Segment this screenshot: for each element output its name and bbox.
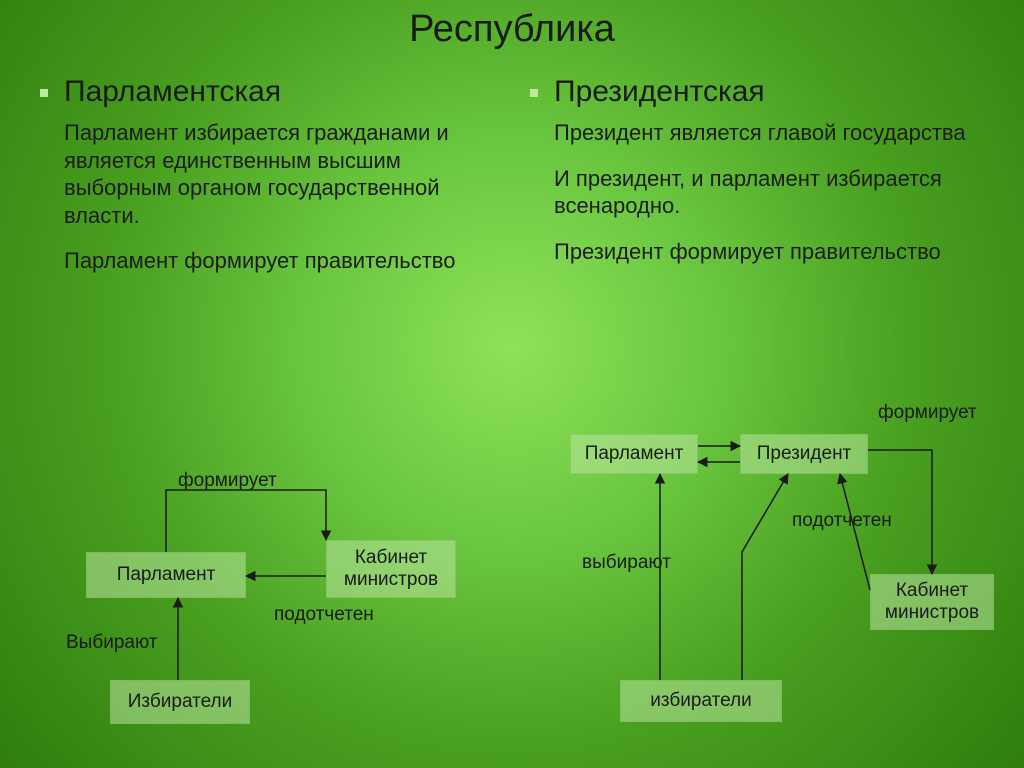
right-box-president: Президент (740, 434, 868, 474)
right-label-forms: формирует (878, 402, 977, 424)
left-label-forms: формирует (178, 470, 277, 492)
left-box-parliament: Парламент (86, 552, 246, 598)
right-box-parliament: Парламент (570, 434, 698, 474)
right-heading: Президентская (554, 75, 765, 109)
left-para-2: Парламент формирует правительство (64, 247, 500, 275)
left-column: Парламентская Парламент избирается гражд… (40, 75, 500, 293)
left-label-elect: Выбирают (66, 632, 158, 654)
right-para-2: И президент, и парламент избирается всен… (554, 165, 990, 220)
left-box-voters: Избиратели (110, 680, 250, 724)
right-label-elect: выбирают (582, 552, 671, 574)
left-label-accountable: подотчетен (274, 604, 374, 626)
bullet-icon (530, 89, 538, 97)
right-column: Президентская Президент является главой … (530, 75, 990, 283)
right-box-voters: избиратели (620, 680, 782, 722)
right-label-accountable: подотчетен (792, 510, 892, 532)
slide-content: Республика Парламентская Парламент избир… (0, 0, 1024, 768)
right-bullet-row: Президентская (530, 75, 990, 109)
left-heading: Парламентская (64, 75, 281, 109)
left-box-cabinet: Кабинет министров (326, 540, 456, 598)
right-para-1: Президент является главой государства (554, 119, 990, 147)
right-box-cabinet: Кабинет министров (870, 574, 994, 630)
right-para-3: Президент формирует правительство (554, 238, 990, 266)
slide-title: Республика (0, 8, 1024, 51)
left-bullet-row: Парламентская (40, 75, 500, 109)
left-para-1: Парламент избирается гражданами и являет… (64, 119, 500, 229)
bullet-icon (40, 89, 48, 97)
